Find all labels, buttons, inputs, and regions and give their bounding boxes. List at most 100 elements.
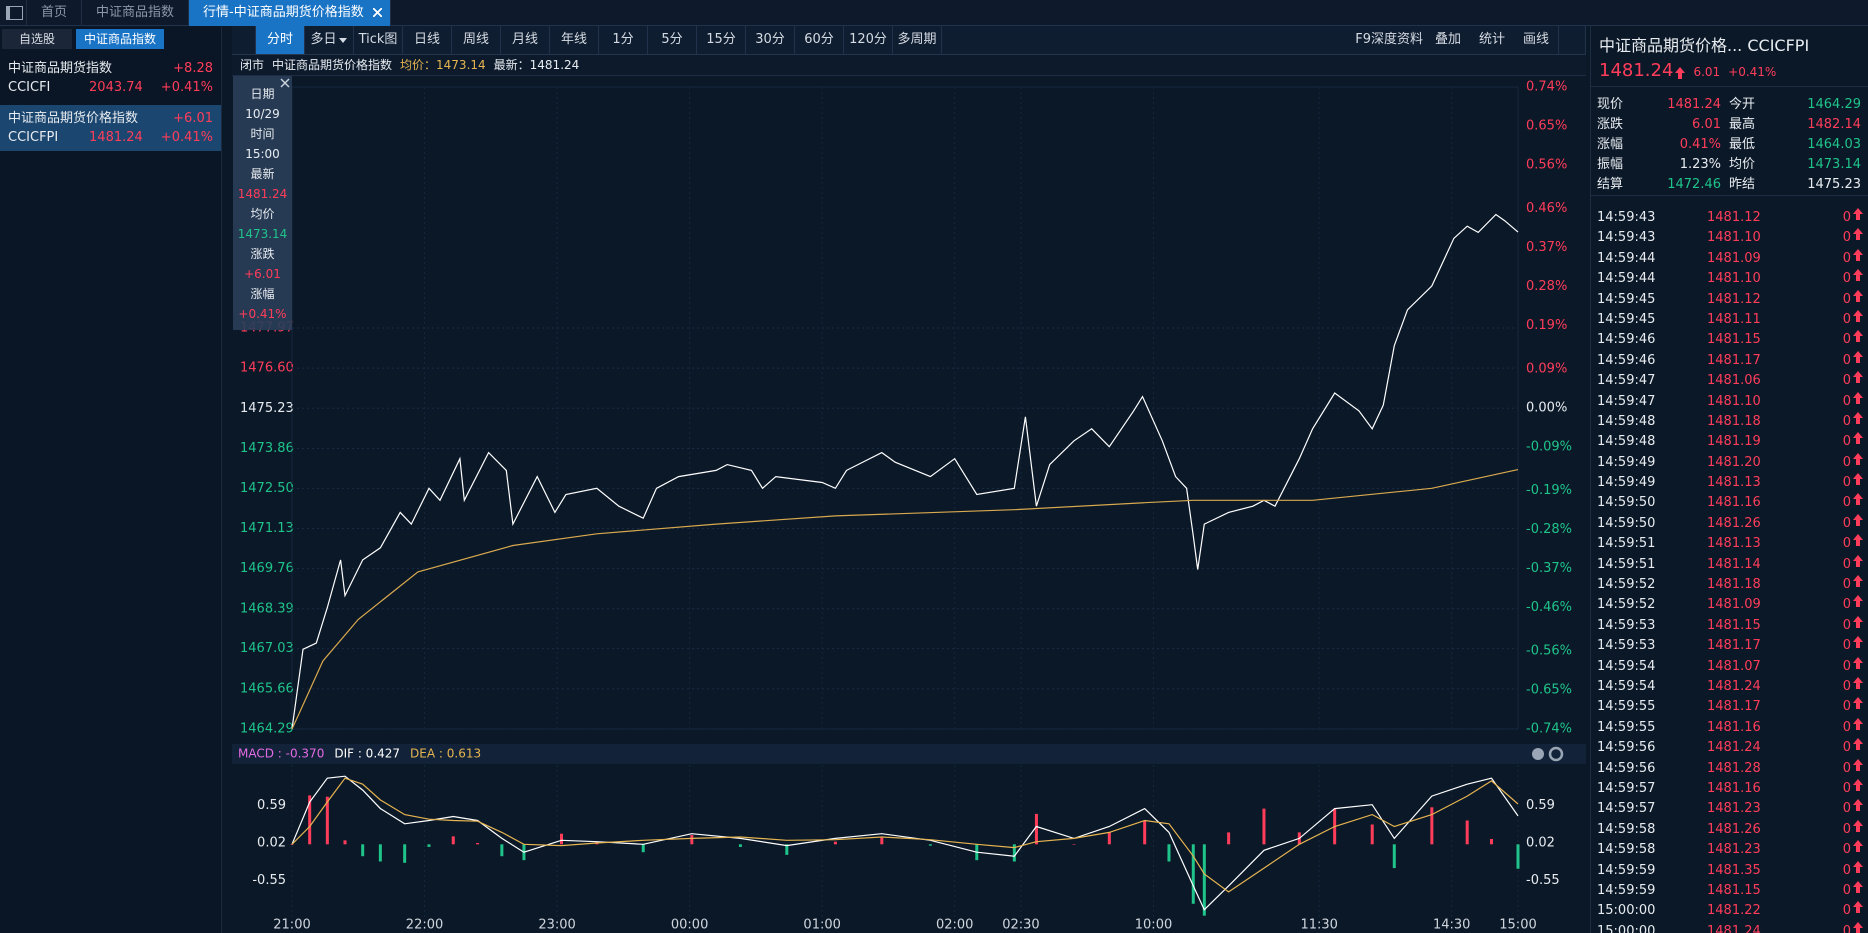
trade-price: 1481.09 xyxy=(1707,597,1761,613)
quote-label: 现价 xyxy=(1597,97,1624,112)
trade-time: 14:59:49 xyxy=(1597,454,1656,470)
close-icon[interactable] xyxy=(280,78,290,88)
macd-bar xyxy=(785,844,789,855)
period-button[interactable]: 年线 xyxy=(550,26,599,54)
period-button[interactable]: Tick图 xyxy=(354,26,403,54)
period-button[interactable]: 5分 xyxy=(648,26,697,54)
period-button[interactable]: 多周期 xyxy=(893,26,942,54)
tool-button[interactable]: 叠加 xyxy=(1434,32,1461,47)
watch-item[interactable]: 中证商品期货指数 +8.28 CCICFI 2043.74 +0.41% xyxy=(0,55,221,101)
trade-price: 1481.17 xyxy=(1707,638,1761,654)
trade-time: 14:59:52 xyxy=(1597,597,1656,613)
panel-toggle[interactable] xyxy=(232,26,256,54)
trade-row: 14:59:54 1481.07 0 xyxy=(1591,656,1868,677)
trade-time: 14:59:53 xyxy=(1597,617,1656,633)
y2-tick-label: -0.55 xyxy=(1526,873,1560,888)
period-button[interactable]: 30分 xyxy=(746,26,795,54)
avg-price: 均价：1473.14 xyxy=(400,58,486,72)
last-price: 最新：1481.24 xyxy=(493,58,580,72)
trade-volume: 0 xyxy=(1842,842,1851,858)
trade-row: 14:59:45 1481.12 0 xyxy=(1591,289,1868,310)
trade-row: 14:59:48 1481.18 0 xyxy=(1591,411,1868,432)
y2-tick-label: 0.09% xyxy=(1526,361,1567,376)
trade-row: 15:00:00 1481.24 0 xyxy=(1591,921,1868,933)
tool-button[interactable]: 统计 xyxy=(1478,32,1505,47)
menu-icon[interactable] xyxy=(0,0,27,26)
trade-volume: 0 xyxy=(1842,923,1851,933)
quote-price: 1481.24 xyxy=(1599,60,1674,81)
toolbar: 分时 多日 Tick图 日线 周线 月线 年线 1分 5分 15分 30分 60分 120分 多周期 F9… xyxy=(232,26,1586,55)
trade-time: 14:59:58 xyxy=(1597,821,1656,837)
trade-price: 1481.28 xyxy=(1707,760,1761,776)
trade-volume: 0 xyxy=(1842,393,1851,409)
panel-toggle[interactable] xyxy=(1558,26,1586,54)
macd-bar xyxy=(1202,844,1206,916)
macd-bar xyxy=(559,833,563,845)
sidebar-tab[interactable]: 自选股 xyxy=(2,29,72,49)
tab[interactable]: 行情-中证商品期货价格指数 xyxy=(189,0,391,26)
quote-label: 最高 xyxy=(1729,117,1756,132)
tab[interactable]: 中证商品指数 xyxy=(82,0,190,26)
trade-price: 1481.15 xyxy=(1707,617,1761,633)
trade-time: 14:59:57 xyxy=(1597,780,1656,796)
period-button[interactable]: 周线 xyxy=(452,26,501,54)
trade-time: 14:59:59 xyxy=(1597,882,1656,898)
y-tick-label: 0.02 xyxy=(257,835,286,850)
trade-row: 14:59:43 1481.10 0 xyxy=(1591,228,1868,248)
tool-button[interactable]: 画线 xyxy=(1522,32,1549,47)
quote-value: 1481.24 xyxy=(1667,97,1721,112)
trade-volume: 0 xyxy=(1842,597,1851,613)
indicator-label: MACD : -0.370 xyxy=(238,747,324,761)
y-tick-label: 1473.86 xyxy=(240,441,294,456)
watch-item[interactable]: 中证商品期货价格指数 +6.01 CCICFPI 1481.24 +0.41% xyxy=(0,105,221,151)
trade-row: 14:59:49 1481.20 0 xyxy=(1591,452,1868,473)
trade-price: 1481.23 xyxy=(1707,801,1761,817)
tab-bar: 首页 中证商品指数 行情-中证商品期货价格指数 xyxy=(0,0,1868,26)
up-arrow xyxy=(1853,717,1863,730)
trade-time: 14:59:50 xyxy=(1597,515,1656,531)
trade-price: 1481.12 xyxy=(1707,210,1761,225)
trade-time: 14:59:53 xyxy=(1597,638,1656,654)
trade-row: 15:00:00 1481.22 0 xyxy=(1591,901,1868,921)
trade-row: 14:59:57 1481.16 0 xyxy=(1591,778,1868,799)
x-tick-label: 22:00 xyxy=(406,918,443,933)
up-arrow xyxy=(1853,860,1863,873)
up-arrow xyxy=(1853,921,1863,933)
up-arrow xyxy=(1853,371,1863,384)
period-button[interactable]: 月线 xyxy=(501,26,550,54)
up-arrow xyxy=(1853,350,1863,363)
tab[interactable]: 首页 xyxy=(27,0,83,26)
tool-button[interactable]: F9深度资料 xyxy=(1355,32,1423,47)
quote-value: 1473.14 xyxy=(1807,157,1861,172)
sidebar-tab[interactable]: 中证商品指数 xyxy=(76,29,164,49)
y-tick-label: 1469.76 xyxy=(240,561,294,576)
macd-bar xyxy=(451,836,455,845)
tip-value: +0.41% xyxy=(238,307,287,321)
macd-bar xyxy=(1465,820,1469,845)
trade-volume: 0 xyxy=(1842,699,1851,715)
y-tick-label: 1465.66 xyxy=(240,681,294,696)
trade-price: 1481.10 xyxy=(1707,230,1761,246)
y2-tick-label: 0.19% xyxy=(1526,318,1567,333)
y2-tick-label: 0.46% xyxy=(1526,201,1567,216)
tip-label: 涨跌 xyxy=(250,247,275,261)
y2-tick-label: 0.65% xyxy=(1526,119,1567,134)
y-tick-label: 1472.50 xyxy=(240,481,294,496)
up-arrow xyxy=(1853,228,1863,241)
macd-bar xyxy=(1262,808,1266,845)
period-button[interactable]: 1分 xyxy=(599,26,648,54)
period-button[interactable]: 分时 xyxy=(256,26,305,54)
trade-price: 1481.06 xyxy=(1707,373,1761,389)
trade-time: 14:59:54 xyxy=(1597,678,1656,694)
period-button[interactable]: 120分 xyxy=(844,26,893,54)
tab-label: 中证商品指数 xyxy=(83,32,156,46)
trade-row: 14:59:46 1481.17 0 xyxy=(1591,350,1868,371)
trade-volume: 0 xyxy=(1842,434,1851,450)
macd-icons[interactable] xyxy=(1532,746,1564,762)
period-button[interactable]: 15分 xyxy=(697,26,746,54)
tip-value: 1473.14 xyxy=(237,227,288,241)
period-button[interactable]: 日线 xyxy=(403,26,452,54)
quote-label: 今开 xyxy=(1729,97,1756,112)
period-button[interactable]: 60分 xyxy=(795,26,844,54)
period-button[interactable]: 多日 xyxy=(305,26,354,54)
